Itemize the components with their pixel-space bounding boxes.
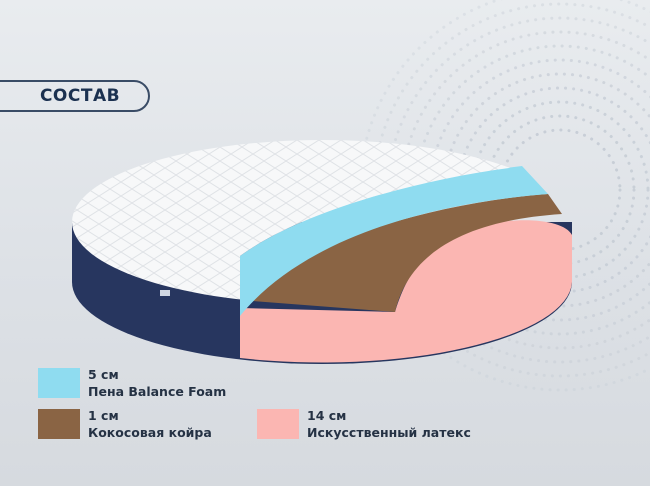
legend-item-foam: 5 см Пена Balance Foam <box>38 366 226 400</box>
dot-ring <box>498 128 622 252</box>
dot-ring <box>386 16 650 364</box>
section-title: СОСТАВ <box>39 86 121 106</box>
foam-swatch <box>38 368 80 398</box>
latex-layer <box>240 220 572 363</box>
dot-ring <box>400 30 650 350</box>
legend-material: Кокосовая койра <box>88 425 212 440</box>
dot-pattern-decoration <box>358 0 650 392</box>
legend-item-latex: 14 см Искусственный латекс <box>257 407 471 441</box>
latex-swatch <box>257 409 299 439</box>
foam-layer <box>240 166 548 316</box>
coir-swatch <box>38 409 80 439</box>
coconut-coir-layer <box>240 194 562 312</box>
legend-thickness: 5 см <box>88 367 119 382</box>
legend-item-coir: 1 см Кокосовая койра <box>38 407 212 441</box>
dot-ring <box>484 114 636 266</box>
brand-tag <box>160 290 170 296</box>
section-title-badge: СОСТАВ <box>0 80 150 112</box>
legend-thickness: 14 см <box>307 408 347 423</box>
legend-material: Искусственный латекс <box>307 425 471 440</box>
dot-ring <box>428 58 650 322</box>
legend-material: Пена Balance Foam <box>88 384 227 399</box>
legend-thickness: 1 см <box>88 408 119 423</box>
